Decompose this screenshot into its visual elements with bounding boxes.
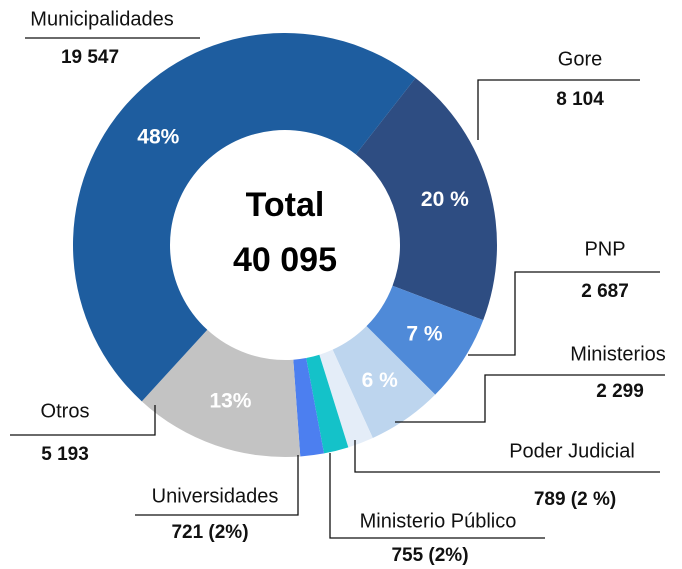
- slice-percent: 6 %: [362, 369, 399, 392]
- slice-value: 5 193: [41, 444, 89, 465]
- donut-slice: [141, 329, 301, 457]
- slice-name: Gore: [558, 48, 602, 70]
- donut-slice: [306, 354, 349, 454]
- slice-percent: 13%: [209, 389, 251, 412]
- slice-value: 789 (2 %): [534, 489, 616, 510]
- leader-line: [395, 374, 665, 423]
- slice-percent: 48%: [137, 125, 179, 148]
- donut-slice: [366, 285, 484, 395]
- slice-name: Otros: [41, 400, 90, 422]
- donut-slice: [293, 358, 325, 457]
- slice-value: 19 547: [61, 47, 119, 68]
- leader-line: [477, 79, 640, 140]
- slice-value: 755 (2%): [391, 545, 468, 566]
- slice-name: Municipalidades: [30, 8, 173, 30]
- slice-name: PNP: [584, 238, 625, 260]
- slice-name: Ministerio Público: [360, 510, 517, 532]
- leader-line: [135, 455, 299, 516]
- donut-slice: [355, 77, 498, 321]
- slice-percent: 7 %: [406, 323, 443, 346]
- slice-percent: 20 %: [421, 188, 469, 211]
- leader-line: [329, 453, 545, 539]
- slice-value: 8 104: [556, 89, 604, 110]
- center-value: 40 095: [233, 241, 337, 279]
- donut-slice: [319, 349, 373, 448]
- slice-name: Poder Judicial: [509, 440, 635, 462]
- slice-value: 721 (2%): [171, 522, 248, 543]
- slice-name: Ministerios: [570, 343, 666, 365]
- center-title: Total: [246, 186, 325, 224]
- donut-slice: [72, 32, 416, 402]
- leader-line: [354, 440, 660, 473]
- donut-slice: [332, 326, 436, 438]
- slice-name: Universidades: [152, 485, 279, 507]
- slice-value: 2 687: [581, 281, 629, 302]
- slice-value: 2 299: [596, 381, 644, 402]
- leader-line: [468, 271, 660, 356]
- leader-line: [10, 405, 156, 436]
